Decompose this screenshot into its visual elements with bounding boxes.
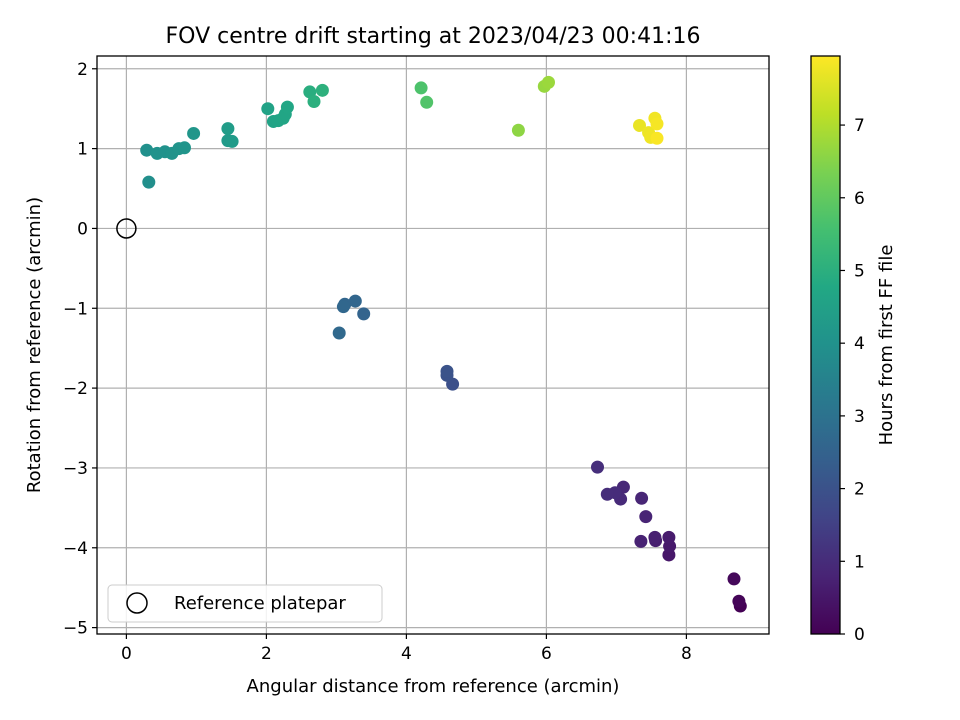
grid [97, 56, 769, 634]
data-point [221, 122, 235, 136]
y-tick-label: −4 [63, 539, 88, 559]
colorbar-tick-label: 4 [854, 334, 865, 354]
y-axis-ticks: −5 −4 −3 −2 −1 0 1 2 [63, 60, 97, 639]
y-tick-label: 2 [77, 60, 88, 80]
x-tick-label: 4 [401, 644, 412, 664]
colorbar-tick-label: 7 [854, 116, 865, 136]
colorbar-gradient [811, 56, 840, 634]
data-point [142, 175, 156, 189]
plot-frame [96, 55, 770, 635]
data-point [307, 95, 321, 109]
x-tick-label: 8 [681, 644, 692, 664]
data-point [732, 594, 746, 608]
data-point [178, 141, 191, 155]
legend-reference-marker [126, 592, 148, 614]
colorbar-tick-label: 2 [854, 480, 865, 500]
data-point [140, 143, 154, 157]
data-point [600, 487, 614, 501]
reference-point-marker [116, 218, 137, 239]
legend: Reference platepar [107, 584, 383, 623]
data-point [336, 300, 350, 314]
data-point [348, 294, 362, 308]
data-point [662, 530, 676, 544]
data-point [357, 307, 371, 321]
y-axis-label: Rotation from reference (arcmin) [24, 197, 45, 493]
x-axis-label: Angular distance from reference (arcmin) [247, 676, 620, 697]
colorbar-tick-label: 1 [854, 552, 865, 572]
data-point [650, 131, 664, 145]
y-tick-label: −5 [63, 619, 88, 639]
plot-area: 0 2 4 6 8 −5 −4 −3 −2 −1 0 1 2 [63, 55, 770, 664]
colorbar: 0 1 2 3 4 5 6 7 Hours from first FF file [810, 55, 897, 645]
y-tick-label: −2 [63, 379, 88, 399]
data-point [187, 126, 201, 140]
data-point [727, 572, 741, 586]
data-point [511, 123, 525, 137]
colorbar-tick-label: 0 [854, 625, 865, 645]
data-point [648, 530, 662, 544]
colorbar-frame [810, 55, 841, 635]
data-point [639, 510, 653, 524]
data-point [591, 460, 604, 474]
y-tick-label: −3 [63, 459, 88, 479]
x-axis-ticks: 0 2 4 6 8 [121, 634, 692, 664]
data-point [633, 118, 646, 132]
legend-label-reference: Reference platepar [174, 593, 346, 614]
data-point [414, 81, 428, 95]
data-point [315, 83, 329, 97]
x-tick-label: 6 [541, 644, 552, 664]
data-point [650, 117, 664, 131]
data-point [634, 534, 648, 548]
colorbar-tick-label: 3 [854, 407, 865, 427]
data-point [225, 134, 239, 148]
colorbar-label: Hours from first FF file [876, 245, 897, 446]
chart-title: FOV centre drift starting at 2023/04/23 … [166, 24, 701, 49]
scatter-points [140, 75, 747, 613]
y-tick-label: 0 [77, 219, 88, 239]
data-point [420, 95, 434, 109]
data-point [635, 491, 649, 505]
legend-box [107, 584, 383, 623]
colorbar-tick-label: 5 [854, 261, 865, 281]
colorbar-tick-label: 6 [854, 189, 865, 209]
y-tick-label: 1 [77, 140, 88, 160]
colorbar-ticks: 0 1 2 3 4 5 6 7 [840, 116, 865, 645]
x-tick-label: 0 [121, 644, 132, 664]
x-tick-label: 2 [261, 644, 272, 664]
data-point [261, 102, 275, 116]
data-point [440, 364, 454, 378]
reference-marker-layer [116, 218, 137, 239]
data-point [280, 100, 294, 114]
data-point [542, 75, 555, 89]
data-point [332, 326, 346, 340]
y-tick-label: −1 [63, 299, 88, 319]
